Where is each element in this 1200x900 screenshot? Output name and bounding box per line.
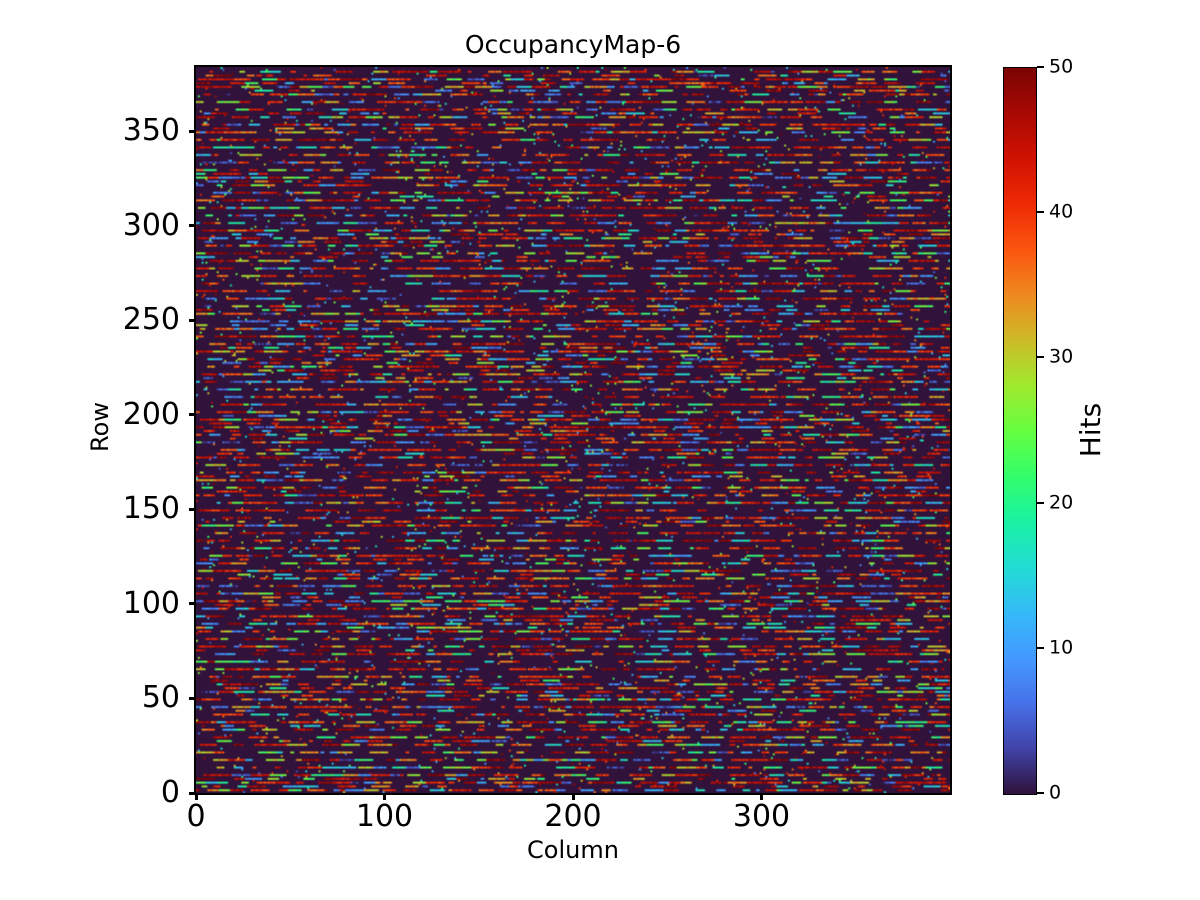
y-tick-label: 350 <box>122 113 180 149</box>
y-tick-mark <box>189 224 196 228</box>
colorbar-label: Hits <box>1074 402 1107 458</box>
x-tick-mark <box>760 793 763 800</box>
colorbar-tick-mark <box>1037 501 1044 504</box>
x-tick-label: 200 <box>544 799 602 834</box>
colorbar-tick-mark <box>1037 792 1044 794</box>
y-tick-label: 0 <box>160 775 180 810</box>
y-tick-mark <box>189 129 196 133</box>
colorbar-tick-label: 30 <box>1049 345 1074 368</box>
y-tick-label: 200 <box>122 396 180 432</box>
heatmap-plot-area <box>196 67 950 793</box>
x-tick-mark <box>194 793 198 800</box>
y-tick-mark <box>189 318 196 322</box>
colorbar <box>1003 67 1037 795</box>
x-tick-label: 0 <box>186 799 206 834</box>
x-tick-label: 300 <box>732 799 791 834</box>
colorbar-tick-label: 0 <box>1049 781 1062 804</box>
y-tick-mark <box>189 507 196 511</box>
y-tick-label: 50 <box>141 680 180 716</box>
colorbar-tick-mark <box>1037 66 1044 68</box>
colorbar-tick-label: 10 <box>1049 636 1074 659</box>
y-tick-label: 300 <box>122 207 180 243</box>
colorbar-tick-label: 40 <box>1049 200 1074 223</box>
colorbar-tick-mark <box>1037 356 1044 359</box>
x-tick-mark <box>383 793 386 800</box>
colorbar-tick-label: 50 <box>1049 55 1074 78</box>
x-tick-mark <box>571 793 575 800</box>
colorbar-tick-label: 20 <box>1049 491 1074 514</box>
y-tick-mark <box>189 413 196 417</box>
heatmap-image <box>196 67 950 793</box>
y-tick-mark <box>189 791 196 795</box>
y-tick-mark <box>189 602 196 606</box>
colorbar-tick-mark <box>1037 211 1044 214</box>
y-tick-label: 150 <box>122 491 180 527</box>
y-tick-label: 100 <box>122 585 180 621</box>
chart-title: OccupancyMap-6 <box>464 30 682 59</box>
x-axis-label: Column <box>527 836 619 864</box>
colorbar-tick-mark <box>1037 646 1044 649</box>
y-tick-mark <box>189 696 196 700</box>
y-tick-label: 250 <box>122 302 180 338</box>
y-axis-label: Row <box>86 402 114 452</box>
x-tick-label: 100 <box>355 799 414 834</box>
